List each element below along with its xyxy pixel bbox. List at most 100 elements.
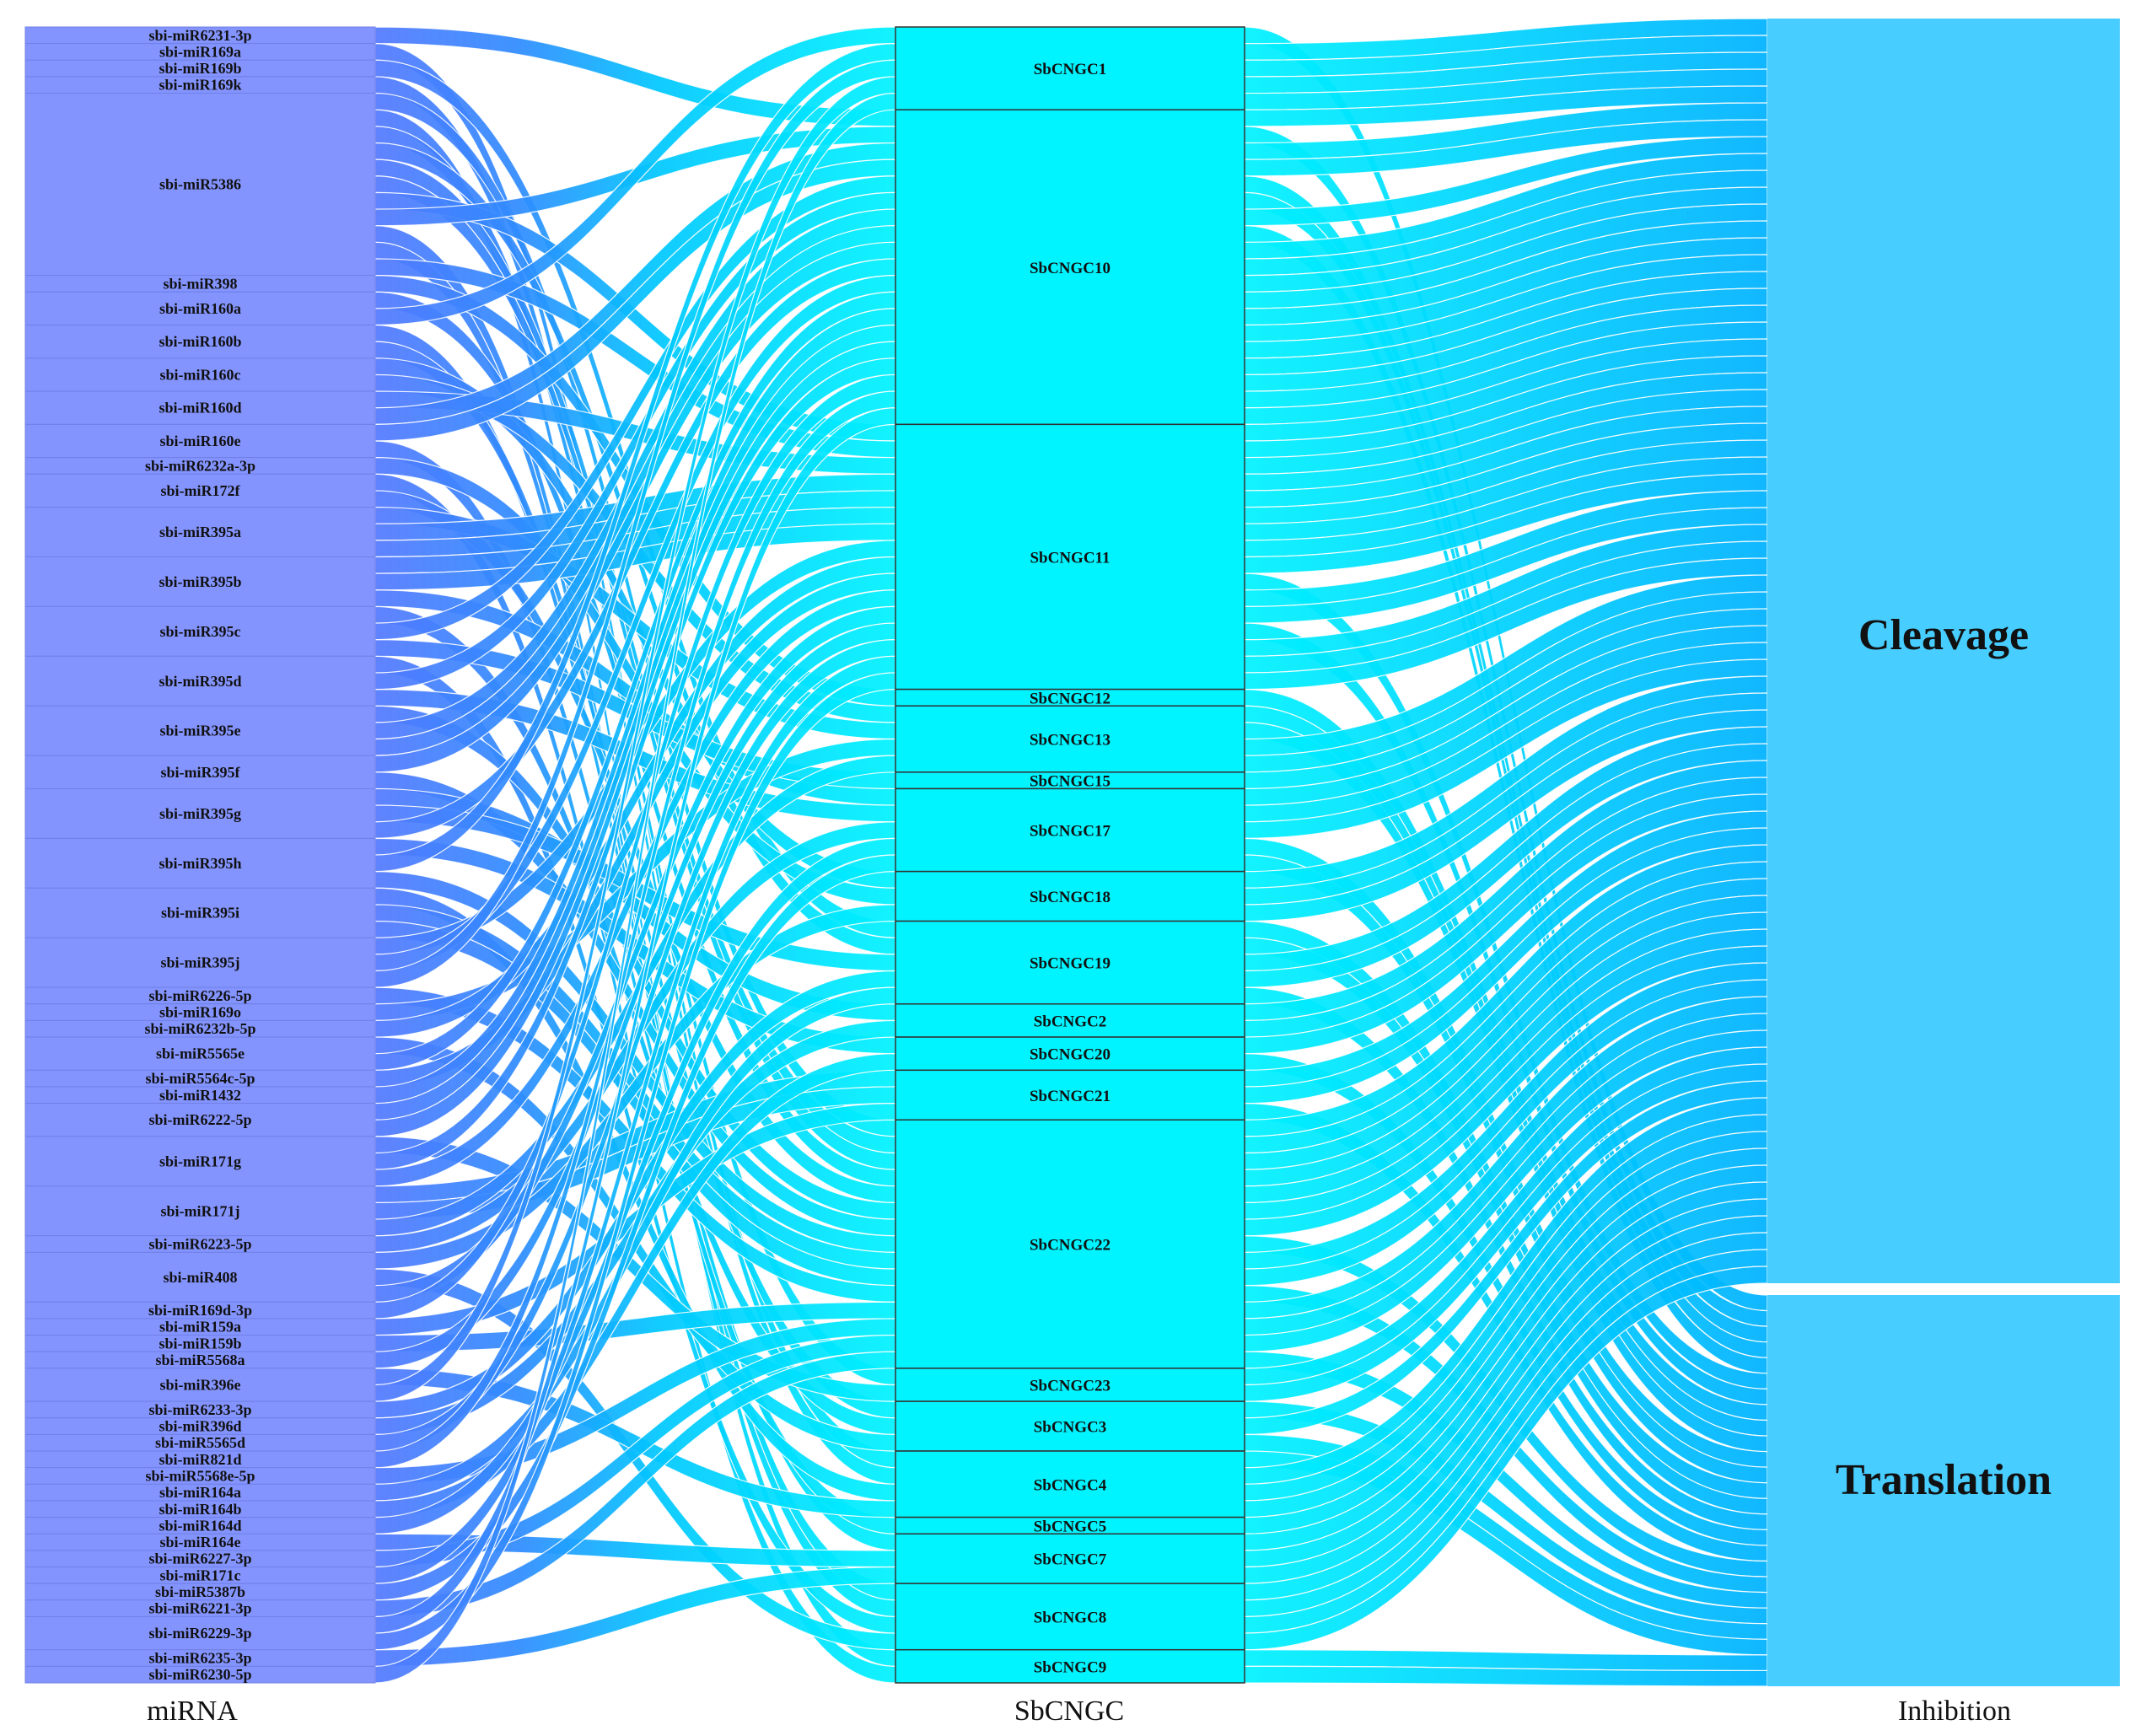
mirna-node-sbi-mir160b: [24, 325, 376, 359]
mirna-label: sbi-miR821d: [159, 1451, 241, 1468]
mirna-label: sbi-miR5565d: [155, 1434, 245, 1451]
gene-node-sbcngc21: [895, 1069, 1245, 1121]
mirna-node-sbi-mir160a: [24, 291, 376, 326]
gene-node-sbcngc22: [895, 1119, 1245, 1369]
mirna-label: sbi-miR6226-5p: [148, 987, 251, 1004]
inhibition-node-cleavage: [1767, 19, 2120, 1283]
inhibition-label: Cleavage: [1858, 611, 2029, 659]
mirna-label: sbi-miR169k: [159, 77, 241, 94]
mirna-label: sbi-miR5568a: [155, 1352, 245, 1368]
mirna-label: sbi-miR6229-3p: [148, 1625, 251, 1642]
mirna-node-sbi-mir395g: [24, 787, 376, 839]
mirna-node-sbi-mir171j: [24, 1185, 376, 1237]
gene-label: SbCNGC3: [1034, 1419, 1107, 1437]
mirna-label: sbi-miR395d: [159, 673, 241, 690]
mirna-label: sbi-miR159a: [159, 1319, 241, 1336]
mirna-node-sbi-mir160e: [24, 423, 376, 459]
mirna-column: sbi-miR6231-3psbi-miR169asbi-miR169bsbi-…: [24, 26, 376, 1684]
mirna-label: sbi-miR6221-3p: [148, 1600, 251, 1617]
mirna-label: sbi-miR5387b: [155, 1583, 245, 1600]
gene-node-sbcngc23: [895, 1368, 1245, 1402]
gene-axis-label: SbCNGC: [1014, 1696, 1124, 1727]
gene-label: SbCNGC19: [1030, 955, 1111, 973]
mirna-label: sbi-miR1432: [159, 1087, 241, 1104]
gene-label: SbCNGC23: [1030, 1377, 1111, 1395]
gene-node-sbcngc2: [895, 1003, 1245, 1038]
mirna-label: sbi-miR5565e: [156, 1045, 245, 1062]
mirna-node-sbi-mir395c: [24, 605, 376, 657]
gene-label: SbCNGC21: [1030, 1088, 1111, 1105]
gene-label: SbCNGC4: [1034, 1476, 1107, 1494]
mirna-label: sbi-miR169o: [159, 1004, 241, 1021]
mirna-label: sbi-miR6227-3p: [148, 1551, 251, 1567]
mirna-label: sbi-miR5386: [159, 176, 241, 193]
mirna-node-sbi-mir395f: [24, 755, 376, 789]
gene-node-sbcngc10: [895, 109, 1245, 426]
gene-label: SbCNGC17: [1030, 823, 1111, 841]
mirna-node-sbi-mir5386: [24, 93, 376, 277]
mirna-label: sbi-miR172f: [161, 482, 241, 499]
mirna-label: sbi-miR395b: [159, 573, 241, 590]
gene-label: SbCNGC22: [1030, 1237, 1111, 1255]
gene-label: SbCNGC11: [1030, 549, 1110, 567]
mirna-label: sbi-miR395f: [161, 764, 241, 781]
mirna-label: sbi-miR169a: [159, 43, 241, 60]
mirna-label: sbi-miR171g: [159, 1153, 241, 1169]
mirna-node-sbi-mir6222-5p: [24, 1103, 376, 1137]
mirna-label: sbi-miR169d-3p: [148, 1302, 252, 1319]
gene-label: SbCNGC7: [1034, 1551, 1107, 1569]
gene-node-sbcngc11: [895, 423, 1245, 691]
gene-label: SbCNGC15: [1030, 773, 1111, 791]
mirna-label: sbi-miR171c: [160, 1567, 241, 1583]
gene-label: SbCNGC20: [1030, 1046, 1111, 1064]
gene-node-sbcngc4: [895, 1450, 1245, 1518]
mirna-label: sbi-miR164b: [159, 1501, 241, 1518]
mirna-node-sbi-mir408: [24, 1251, 376, 1303]
gene-label: SbCNGC13: [1030, 732, 1111, 750]
mirna-label: sbi-miR160e: [160, 433, 241, 449]
mirna-label: sbi-miR160c: [160, 366, 241, 383]
mirna-label: sbi-miR6230-5p: [148, 1666, 251, 1683]
gene-node-sbcngc1: [895, 26, 1245, 110]
mirna-label: sbi-miR171j: [161, 1202, 240, 1219]
mirna-label: sbi-miR395j: [161, 954, 240, 971]
mirna-label: sbi-miR6222-5p: [148, 1111, 251, 1128]
mirna-node-sbi-mir395i: [24, 887, 376, 938]
gene-label: SbCNGC18: [1030, 889, 1111, 906]
mirna-label: sbi-miR5568e-5p: [146, 1468, 255, 1485]
mirna-label: sbi-miR396e: [160, 1376, 241, 1393]
mirna-label: sbi-miR159b: [159, 1335, 241, 1352]
gene-label: SbCNGC5: [1034, 1518, 1107, 1535]
mirna-node-sbi-mir395b: [24, 556, 376, 607]
mirna-label: sbi-miR6223-5p: [148, 1236, 251, 1253]
inhibition-label: Translation: [1836, 1456, 2052, 1504]
mirna-label: sbi-miR169b: [159, 60, 241, 77]
mirna-label: sbi-miR164d: [159, 1517, 241, 1534]
gene-node-sbcngc17: [895, 787, 1245, 873]
gene-node-sbcngc3: [895, 1400, 1245, 1452]
mirna-node-sbi-mir395e: [24, 705, 376, 756]
mirna-label: sbi-miR164e: [160, 1534, 241, 1551]
gene-label: SbCNGC10: [1030, 260, 1111, 277]
gene-node-sbcngc13: [895, 705, 1245, 773]
mirna-label: sbi-miR398: [163, 275, 237, 292]
gene-label: SbCNGC9: [1034, 1658, 1107, 1676]
mirna-label: sbi-miR6231-3p: [148, 27, 251, 44]
mirna-label: sbi-miR395a: [159, 524, 241, 540]
mirna-label: sbi-miR396d: [159, 1418, 241, 1435]
gene-node-sbcngc7: [895, 1533, 1245, 1584]
inhibition-column: Cleavage Translation: [1767, 19, 2120, 1686]
inhibition-axis-label: Inhibition: [1898, 1696, 2011, 1727]
mirna-label: sbi-miR164a: [159, 1484, 241, 1501]
gene-node-sbcngc9: [895, 1648, 1245, 1684]
gene-label: SbCNGC2: [1034, 1013, 1107, 1030]
gene-label: SbCNGC12: [1030, 690, 1111, 707]
mirna-node-sbi-mir395d: [24, 655, 376, 707]
mirna-label: sbi-miR395g: [159, 805, 241, 822]
mirna-to-gene-links: [374, 26, 896, 1684]
mirna-label: sbi-miR6235-3p: [148, 1650, 251, 1667]
mirna-label: sbi-miR395c: [160, 623, 241, 640]
inhibition-node-translation: [1767, 1295, 2120, 1686]
mirna-label: sbi-miR395e: [160, 723, 241, 739]
